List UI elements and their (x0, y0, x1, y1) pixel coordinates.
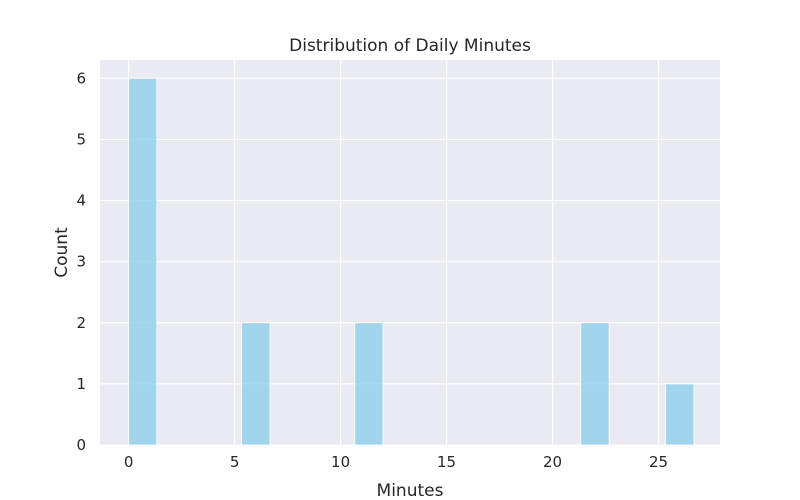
x-tick-label: 15 (437, 453, 456, 471)
y-tick-label: 5 (76, 130, 86, 148)
histogram-bar (354, 322, 384, 446)
x-axis-label: Minutes (377, 481, 444, 500)
histogram-bar (665, 383, 695, 446)
x-tick-label: 20 (543, 453, 562, 471)
y-axis-label: Count (52, 227, 72, 278)
y-tick-label: 2 (76, 314, 86, 332)
y-tick-label: 3 (76, 253, 86, 271)
tick-labels: 0 5 10 15 20 25 0 1 2 3 4 5 6 (76, 69, 668, 471)
x-tick-label: 10 (331, 453, 350, 471)
histogram-bar (241, 322, 271, 446)
y-tick-label: 1 (76, 375, 86, 393)
histogram-bar (580, 322, 610, 446)
histogram-bar (128, 77, 158, 446)
chart-title: Distribution of Daily Minutes (289, 36, 531, 56)
y-tick-label: 6 (76, 69, 86, 87)
y-tick-label: 4 (76, 192, 86, 210)
x-tick-label: 25 (649, 453, 668, 471)
bars (128, 77, 695, 446)
grid-lines (100, 60, 720, 446)
x-tick-label: 0 (124, 453, 134, 471)
plot-area (100, 60, 720, 445)
x-tick-label: 5 (230, 453, 240, 471)
y-tick-label: 0 (76, 436, 86, 454)
